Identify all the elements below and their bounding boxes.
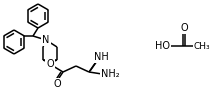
Text: N: N: [42, 35, 50, 45]
Text: HO: HO: [155, 41, 170, 51]
Text: NH: NH: [94, 52, 108, 62]
Text: NH₂: NH₂: [101, 69, 119, 79]
Text: O: O: [46, 59, 54, 69]
Text: CH₃: CH₃: [194, 41, 210, 50]
Text: O: O: [53, 79, 61, 89]
Text: O: O: [180, 23, 188, 33]
